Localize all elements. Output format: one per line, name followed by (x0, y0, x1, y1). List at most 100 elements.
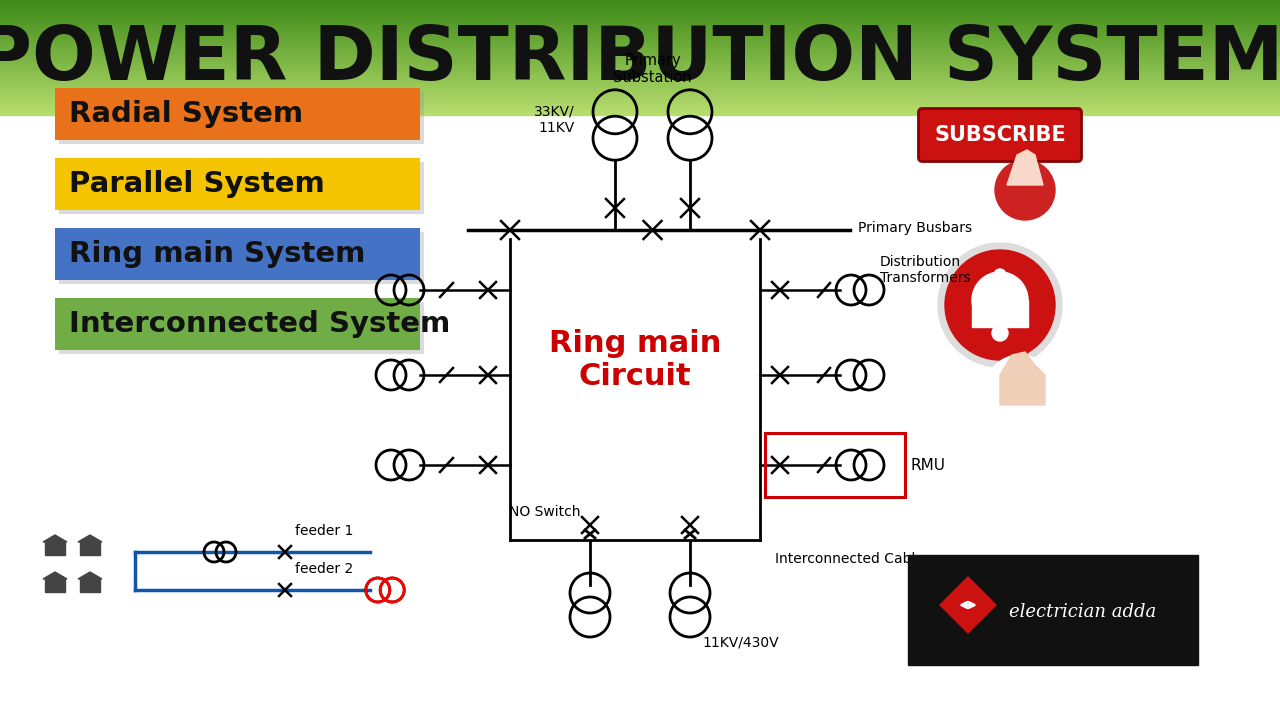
Bar (0, 41, 1280, 43)
Bar (0, 18, 1280, 20)
Text: SUBSCRIBE: SUBSCRIBE (934, 125, 1066, 145)
Bar (908, 555, 1198, 665)
Bar (0, 8, 1280, 10)
Bar (0, 113, 1280, 115)
Bar (0, 1, 1280, 3)
Text: NO Switch: NO Switch (509, 505, 581, 519)
Text: feeder 1: feeder 1 (294, 524, 353, 538)
Circle shape (972, 272, 1028, 328)
Bar (0, 60, 1280, 62)
Circle shape (938, 243, 1062, 367)
Bar (0, 6, 1280, 9)
Bar (0, 51, 1280, 53)
Bar (0, 37, 1280, 39)
FancyBboxPatch shape (919, 109, 1082, 161)
Bar (972, 300, 1028, 327)
Bar (0, 99, 1280, 101)
Text: Interconnected System: Interconnected System (69, 310, 451, 338)
Bar (0, 63, 1280, 65)
Bar (0, 68, 1280, 71)
Text: feeder 2: feeder 2 (294, 562, 353, 576)
Bar (0, 86, 1280, 88)
Polygon shape (940, 577, 996, 633)
Bar (0, 35, 1280, 37)
Bar (0, 97, 1280, 99)
Text: Interconnected Cable: Interconnected Cable (774, 552, 924, 566)
Bar (0, 83, 1280, 85)
Bar (0, 45, 1280, 48)
Bar (0, 109, 1280, 111)
FancyBboxPatch shape (55, 228, 420, 280)
Text: Radial System: Radial System (69, 100, 303, 128)
Polygon shape (1000, 352, 1044, 405)
Bar (0, 30, 1280, 32)
Bar (0, 38, 1280, 40)
Bar (0, 24, 1280, 26)
Bar (0, 74, 1280, 76)
Polygon shape (78, 535, 102, 542)
Bar (79, 579, 100, 592)
Bar (0, 112, 1280, 114)
Bar (0, 73, 1280, 75)
Bar (0, 77, 1280, 79)
Text: 11KV/430V: 11KV/430V (701, 635, 778, 649)
Bar (0, 93, 1280, 95)
Bar (0, 11, 1280, 13)
Bar (0, 14, 1280, 16)
Bar (0, 94, 1280, 96)
Bar (0, 21, 1280, 23)
Bar (79, 542, 100, 555)
Bar (0, 80, 1280, 82)
Bar (0, 34, 1280, 36)
Bar (0, 9, 1280, 12)
Text: Ring main System: Ring main System (69, 240, 365, 268)
Bar (0, 54, 1280, 56)
Bar (765, 433, 905, 497)
FancyBboxPatch shape (55, 88, 420, 140)
Bar (0, 58, 1280, 60)
Text: Distribution
Transformers: Distribution Transformers (881, 255, 970, 285)
Bar (0, 55, 1280, 58)
Bar (0, 15, 1280, 17)
Circle shape (995, 160, 1055, 220)
Bar (0, 104, 1280, 107)
Circle shape (992, 325, 1009, 341)
Bar (0, 50, 1280, 52)
Bar (0, 103, 1280, 105)
Text: Ring main
Circuit: Ring main Circuit (549, 329, 721, 391)
Bar (0, 32, 1280, 35)
Bar (0, 71, 1280, 73)
Bar (0, 47, 1280, 49)
FancyBboxPatch shape (59, 302, 424, 354)
Text: electrician adda: electrician adda (1010, 603, 1157, 621)
Bar (0, 19, 1280, 22)
Bar (0, 96, 1280, 98)
Bar (0, 90, 1280, 92)
Bar (0, 12, 1280, 14)
Bar (0, 44, 1280, 46)
Bar (0, 81, 1280, 84)
Bar (0, 4, 1280, 6)
Bar (0, 22, 1280, 24)
Bar (0, 100, 1280, 102)
Polygon shape (44, 535, 67, 542)
FancyBboxPatch shape (59, 232, 424, 284)
Circle shape (995, 269, 1006, 281)
Text: POWER DISTRIBUTION SYSTEM: POWER DISTRIBUTION SYSTEM (0, 23, 1280, 96)
Bar (45, 579, 65, 592)
Bar (0, 87, 1280, 89)
Bar (0, 5, 1280, 7)
Bar (0, 61, 1280, 63)
Bar (0, 70, 1280, 72)
FancyBboxPatch shape (59, 162, 424, 214)
Bar (0, 53, 1280, 55)
Bar (0, 78, 1280, 81)
Bar (0, 91, 1280, 94)
Bar (0, 2, 1280, 4)
Bar (0, 66, 1280, 68)
Bar (0, 76, 1280, 78)
Bar (0, 84, 1280, 86)
Text: Parallel System: Parallel System (69, 170, 325, 198)
Text: 33KV/
11KV: 33KV/ 11KV (534, 105, 575, 135)
FancyBboxPatch shape (55, 158, 420, 210)
